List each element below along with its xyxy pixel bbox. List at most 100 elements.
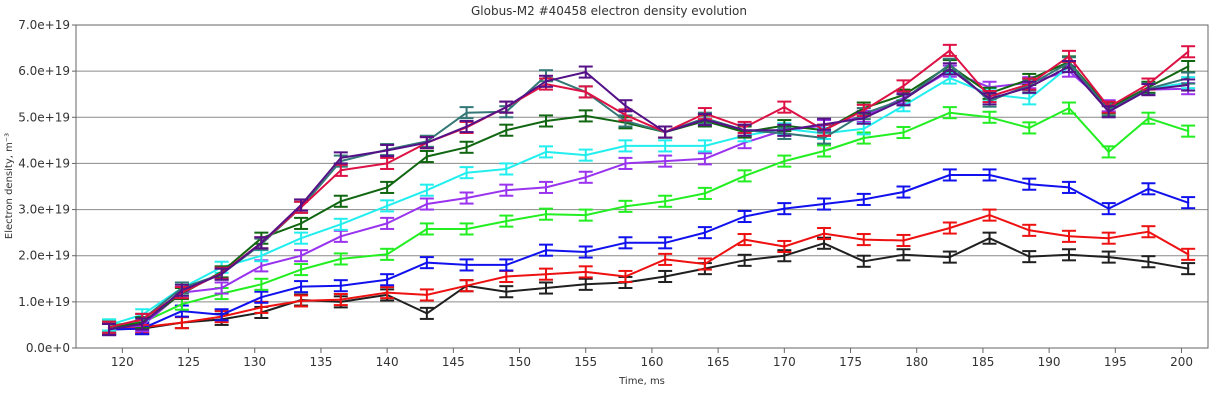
data-point	[988, 116, 991, 119]
error-bar	[697, 139, 712, 153]
error-bar	[380, 180, 395, 194]
error-bar	[896, 248, 911, 262]
error-bar	[419, 288, 434, 302]
error-bar	[737, 253, 752, 267]
data-point	[220, 272, 223, 276]
error-bar	[817, 117, 832, 131]
data-point	[544, 212, 548, 216]
error-bar	[618, 269, 633, 284]
series-line	[109, 214, 1189, 330]
data-point	[743, 238, 746, 241]
error-bar	[777, 154, 792, 168]
data-point	[260, 264, 263, 268]
data-point	[1147, 117, 1150, 120]
x-tick-label: 185	[971, 355, 994, 369]
data-point	[624, 205, 627, 208]
data-point	[663, 200, 667, 203]
data-point	[385, 162, 389, 165]
series-2	[102, 168, 1196, 337]
data-point	[505, 105, 508, 109]
error-bar	[1101, 145, 1116, 159]
error-bar	[499, 100, 514, 114]
error-bar	[294, 249, 309, 263]
error-bar	[658, 154, 673, 168]
error-bar	[777, 202, 792, 216]
error-bar	[380, 273, 395, 287]
y-tick-label: 1.0e+19	[18, 295, 70, 309]
data-point	[743, 129, 746, 132]
data-point	[260, 254, 263, 257]
error-bar	[1101, 250, 1116, 264]
data-point	[425, 312, 429, 315]
x-tick-label: 195	[1104, 355, 1127, 369]
error-bar	[459, 119, 474, 134]
data-point	[544, 272, 548, 276]
chart-title: Globus-M2 #40458 electron density evolut…	[471, 4, 747, 18]
data-point	[902, 131, 905, 134]
data-point	[1067, 106, 1071, 110]
data-point	[743, 215, 746, 218]
data-point	[425, 202, 429, 206]
data-point	[948, 67, 952, 71]
data-point	[703, 144, 707, 148]
data-point	[425, 293, 429, 297]
data-point	[988, 97, 991, 101]
series-line	[108, 65, 1189, 326]
error-bar	[333, 194, 348, 208]
data-point	[505, 219, 508, 223]
x-tick-label: 150	[508, 355, 531, 369]
grid-lines	[76, 24, 1208, 349]
series-9	[102, 59, 1196, 337]
data-point	[822, 123, 826, 126]
data-point	[663, 275, 667, 278]
error-bar	[1181, 59, 1196, 74]
error-bar	[1141, 225, 1156, 239]
error-bar	[1141, 255, 1156, 269]
data-point	[544, 248, 548, 252]
x-tick-label: 190	[1038, 355, 1061, 369]
y-tick-label: 3.0e+19	[18, 203, 70, 217]
y-axis-ticks: 0.0e+0 1.0e+19 2.0e+19 3.0e+19 4.0e+19 5.0e+1…	[18, 18, 76, 355]
error-bar	[459, 166, 474, 180]
data-point	[584, 283, 587, 286]
series-line	[108, 61, 1189, 329]
error-bar	[333, 252, 348, 266]
data-point	[902, 239, 905, 242]
data-point	[260, 241, 263, 244]
error-bar	[982, 110, 997, 124]
data-point	[584, 270, 587, 274]
error-bar	[618, 139, 633, 153]
error-bar	[1141, 182, 1156, 196]
error-bar	[697, 152, 712, 166]
error-bar	[459, 106, 474, 120]
data-point	[1067, 55, 1071, 58]
data-point	[425, 261, 429, 264]
error-bar	[658, 269, 673, 284]
data-point	[385, 291, 389, 294]
data-point	[1067, 253, 1071, 256]
error-bar	[658, 252, 673, 266]
data-point	[339, 169, 342, 172]
data-point	[783, 105, 786, 109]
y-tick-label: 4.0e+19	[18, 156, 70, 170]
error-bar	[1181, 45, 1196, 59]
data-point	[902, 84, 905, 88]
error-bar	[737, 123, 752, 137]
x-tick-label: 155	[574, 355, 597, 369]
error-bar	[294, 198, 309, 212]
data-point	[862, 198, 865, 201]
error-bar	[737, 233, 752, 247]
data-point	[783, 245, 786, 248]
data-point	[425, 188, 429, 192]
data-point	[1186, 129, 1190, 133]
error-bar	[578, 170, 593, 184]
data-point	[505, 188, 508, 192]
series-line	[109, 107, 1189, 326]
error-bar	[380, 247, 395, 261]
data-point	[862, 136, 865, 140]
error-bar	[419, 306, 434, 320]
error-bar	[419, 183, 434, 197]
error-bar	[618, 236, 633, 250]
data-point	[465, 125, 468, 128]
error-bar	[942, 221, 957, 235]
